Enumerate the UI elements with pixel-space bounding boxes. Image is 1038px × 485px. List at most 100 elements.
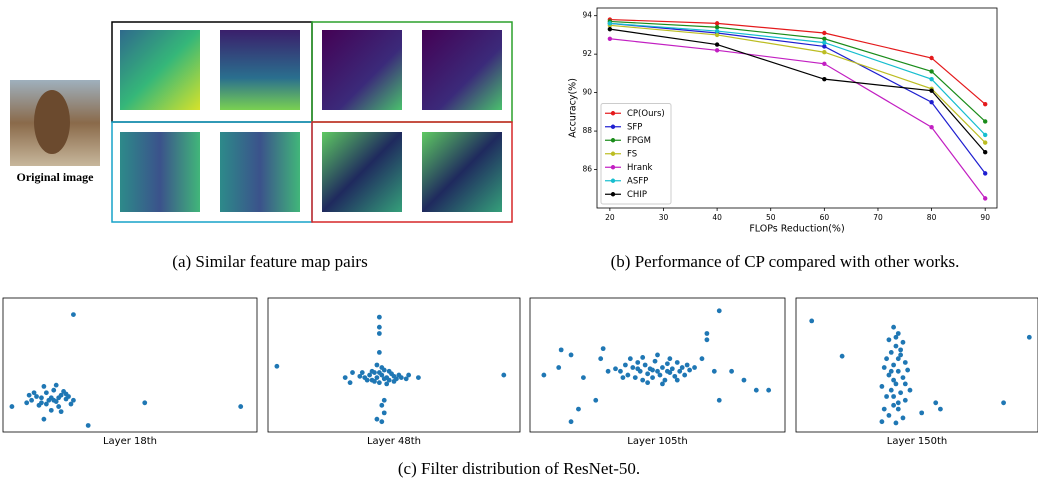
legend-label: SFP [627, 122, 642, 132]
point [714, 48, 720, 53]
y-tick-label: 86 [582, 165, 592, 174]
point [398, 375, 404, 380]
point [374, 375, 380, 380]
pair-frame [311, 121, 513, 223]
point [895, 406, 901, 412]
point [672, 373, 678, 379]
point [642, 362, 648, 368]
point [403, 376, 409, 382]
point [898, 390, 904, 396]
point [898, 352, 904, 358]
point [822, 30, 827, 36]
point [704, 331, 710, 336]
scatter-chart: Layer 150th [795, 297, 1038, 447]
plot-frame [795, 297, 1038, 433]
point [983, 140, 988, 145]
point [640, 355, 646, 360]
scatter-chart: Layer 48th [267, 297, 521, 447]
point [581, 375, 586, 380]
point [822, 76, 827, 82]
point [1026, 334, 1032, 340]
plot-frame [267, 297, 521, 433]
point [704, 337, 710, 343]
point [699, 356, 705, 362]
legend-marker [610, 138, 616, 143]
caption: (b) Performance of CP compared with othe… [611, 252, 960, 271]
y-axis-label: Accuracy(%) [568, 78, 579, 138]
point [26, 392, 32, 398]
point [384, 381, 390, 387]
point [664, 361, 670, 367]
legend-marker [610, 165, 616, 170]
point [68, 401, 74, 407]
point [350, 370, 355, 375]
point [879, 419, 885, 425]
point [891, 394, 896, 399]
feature-map [220, 30, 300, 110]
point [31, 390, 37, 396]
point [983, 196, 988, 201]
point [714, 32, 720, 38]
caption: (a) Similar feature map pairs [172, 252, 367, 271]
point [379, 365, 385, 370]
point [886, 413, 892, 418]
point [342, 375, 348, 380]
point [63, 391, 69, 397]
point [51, 387, 57, 393]
point [381, 410, 387, 416]
point [645, 371, 651, 377]
point [886, 372, 892, 378]
point [43, 401, 49, 407]
point [809, 318, 815, 324]
point [501, 372, 507, 378]
y-tick-label: 94 [582, 11, 592, 20]
legend-marker [610, 111, 616, 116]
point [386, 377, 392, 383]
feature-map [422, 30, 502, 110]
x-axis-label: FLOPs Reduction(%) [749, 224, 844, 235]
point [929, 100, 934, 105]
point [741, 377, 747, 383]
point [376, 331, 382, 336]
point [929, 55, 934, 61]
point [576, 406, 581, 412]
feature-map [120, 132, 200, 212]
point [714, 21, 720, 26]
point [905, 367, 911, 373]
point [652, 358, 658, 364]
point [893, 343, 899, 349]
legend-label: ASFP [627, 176, 648, 186]
point [907, 387, 913, 393]
point [929, 69, 934, 74]
point [893, 381, 899, 387]
point [632, 375, 638, 380]
point [635, 360, 641, 365]
point [142, 400, 148, 406]
point [376, 314, 382, 320]
legend-label: FPGM [627, 136, 651, 146]
point [888, 368, 894, 374]
point [692, 365, 697, 370]
x-tick-label: 50 [766, 213, 776, 222]
point [53, 382, 59, 388]
point [625, 372, 631, 378]
point [753, 387, 759, 393]
point [71, 312, 76, 317]
point [347, 380, 353, 386]
plot-frame [529, 297, 786, 433]
feature-map [322, 132, 402, 212]
point [56, 395, 62, 401]
point [605, 368, 611, 374]
point [902, 360, 908, 365]
point [660, 365, 665, 370]
legend-box [600, 103, 672, 205]
point [374, 362, 380, 368]
feature-map [322, 30, 402, 110]
point [372, 378, 377, 384]
point [556, 365, 562, 370]
point [714, 42, 720, 47]
point [41, 384, 47, 389]
point [39, 395, 44, 401]
point [640, 377, 646, 383]
point [386, 368, 392, 374]
